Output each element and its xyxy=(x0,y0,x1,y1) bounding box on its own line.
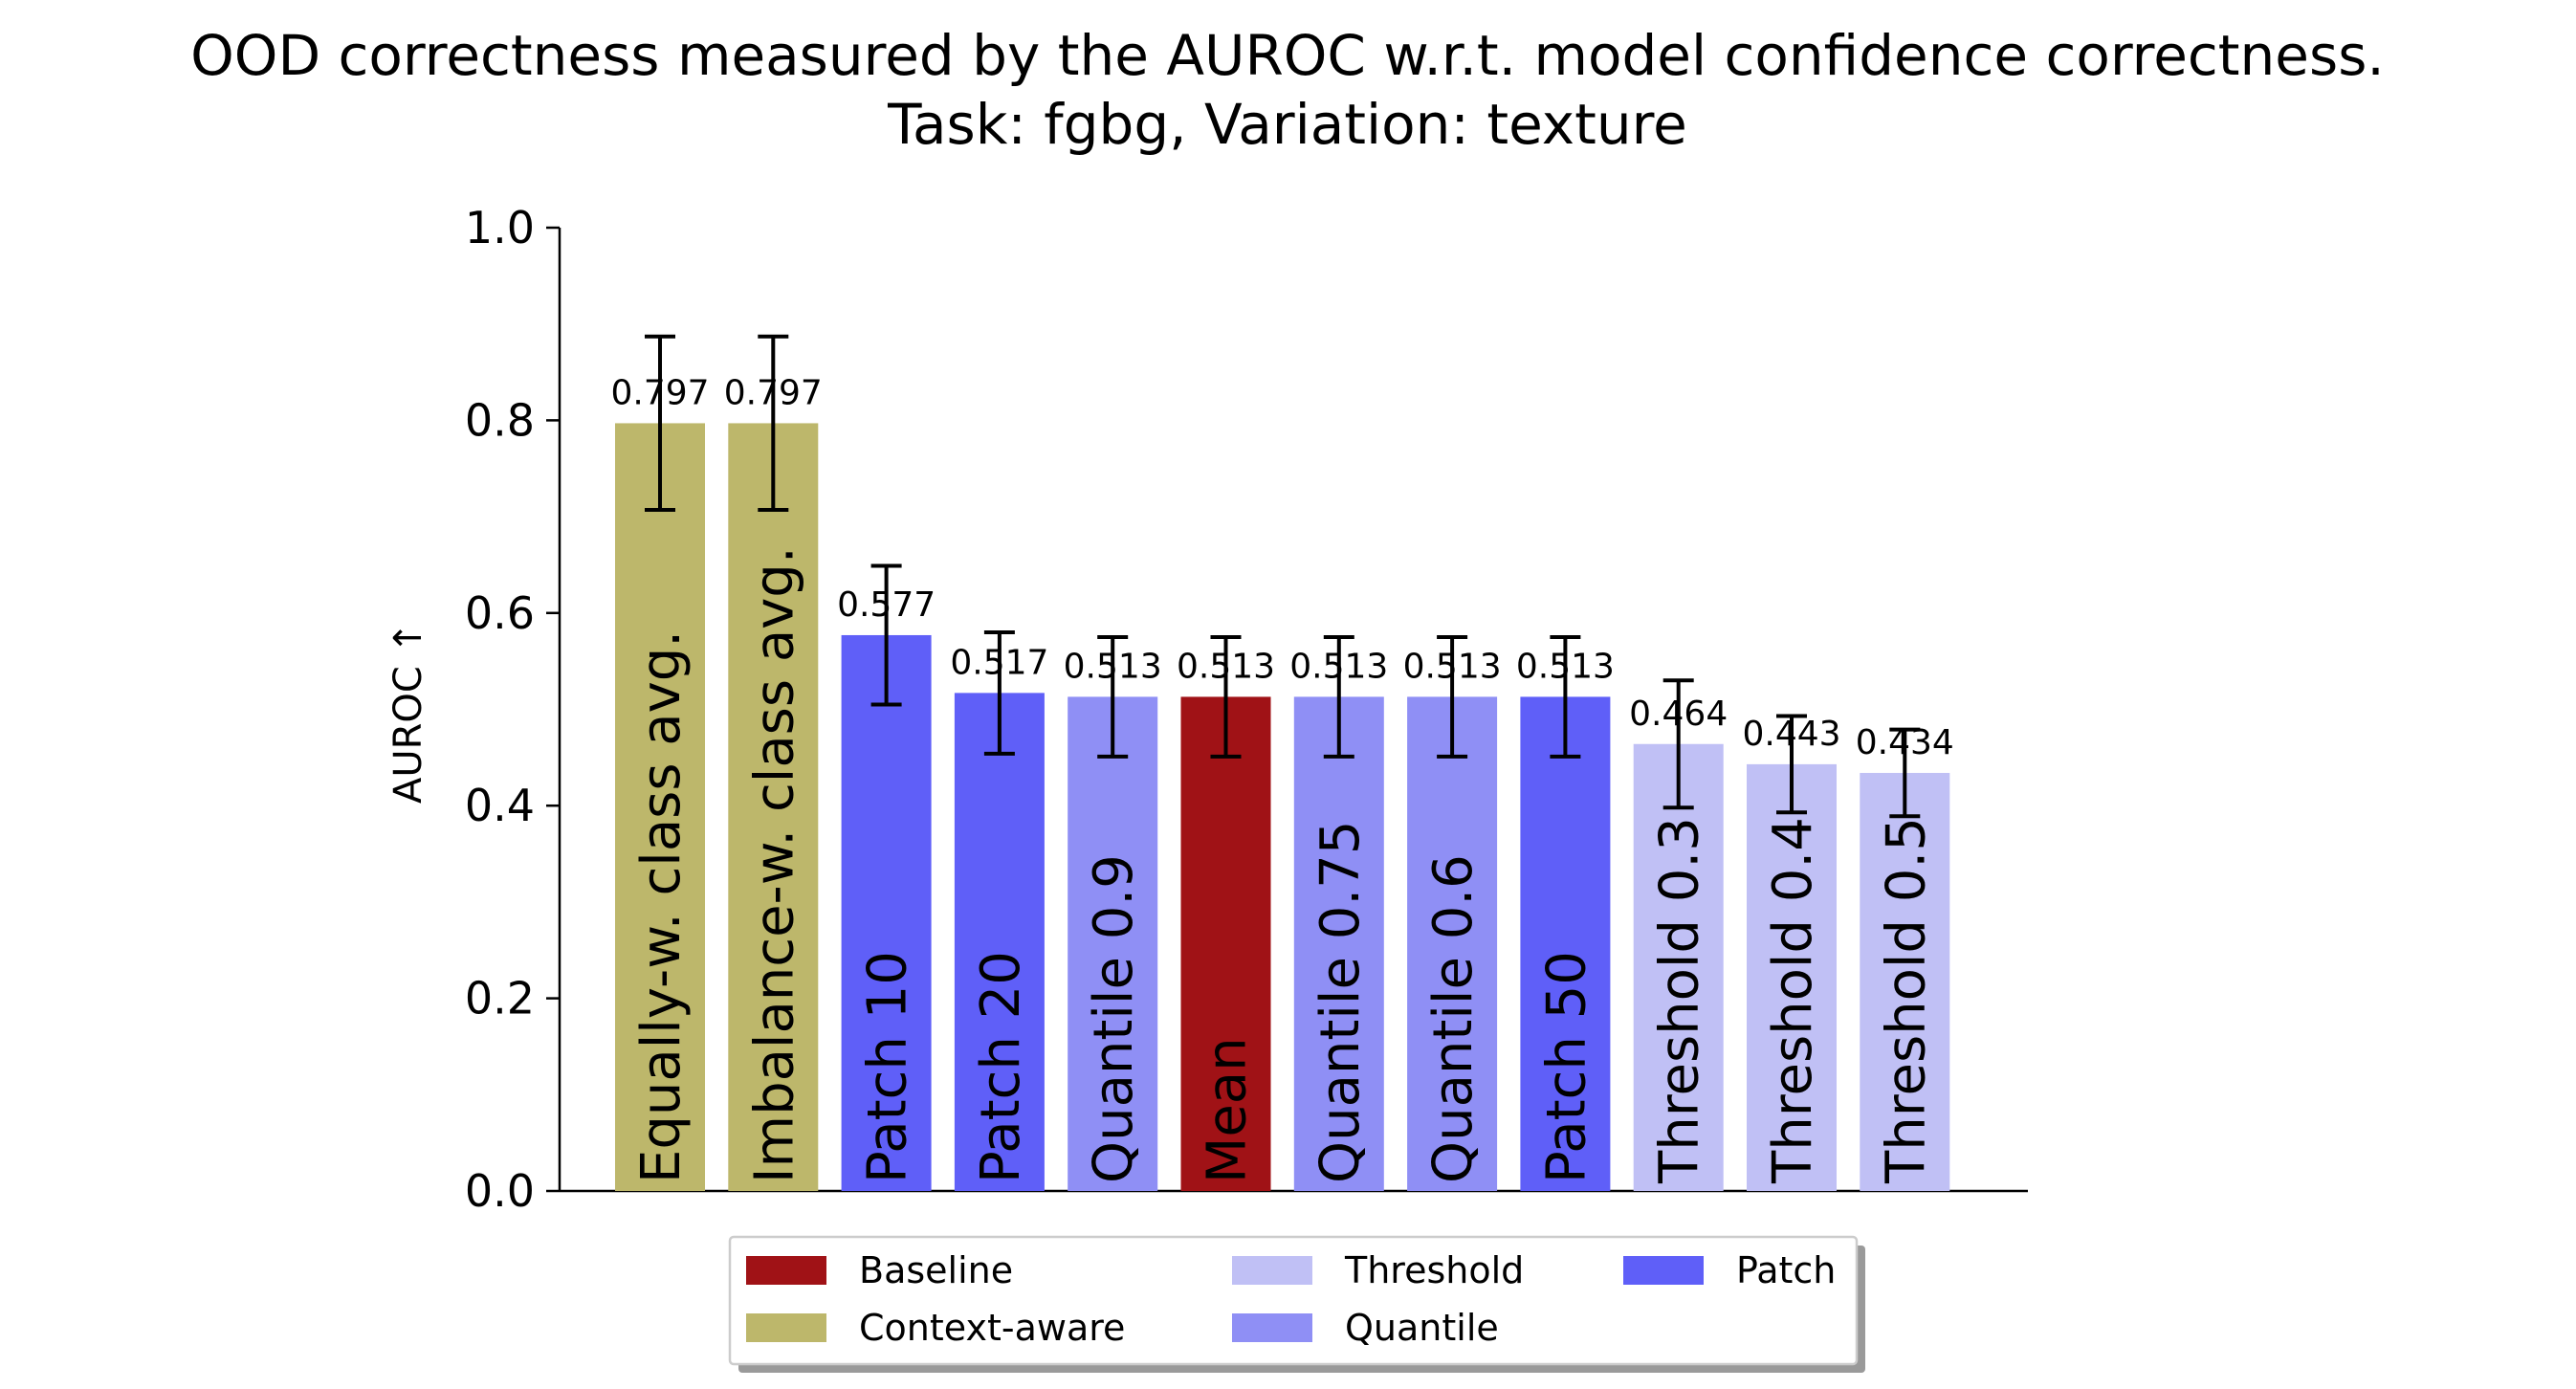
y-tick-label: 1.0 xyxy=(465,202,535,254)
bar xyxy=(1180,696,1271,1191)
bar-category-label: Patch 10 xyxy=(857,951,919,1183)
bar xyxy=(1860,772,1950,1191)
legend: Baseline Context-aware Threshold Quantile Pa… xyxy=(728,1235,1865,1373)
bar-category-label: Mean xyxy=(1197,1037,1259,1183)
y-tick-label: 0.2 xyxy=(465,973,535,1025)
chart-title: OOD correctness measured by the AUROC w.… xyxy=(190,23,2385,88)
legend-entry-label: Patch xyxy=(1736,1249,1836,1291)
bar-category-label: Threshold 0.3 xyxy=(1649,817,1711,1184)
y-tick-label: 0.4 xyxy=(465,780,535,831)
legend-entry-label: Threshold xyxy=(1344,1249,1524,1291)
chart-subtitle: Task: fgbg, Variation: texture xyxy=(887,92,1687,157)
bar-category-label: Threshold 0.4 xyxy=(1762,817,1824,1184)
legend-entry-label: Context-aware xyxy=(859,1307,1125,1349)
bar xyxy=(728,423,819,1191)
bar-category-label: Patch 20 xyxy=(970,951,1032,1183)
bar xyxy=(1068,696,1158,1191)
y-tick-label: 0.6 xyxy=(465,587,535,639)
bar xyxy=(954,693,1045,1191)
bar-category-label: Imbalance-w. class avg. xyxy=(743,546,805,1183)
y-tick-label: 0.8 xyxy=(465,394,535,446)
legend-swatch xyxy=(746,1256,826,1285)
bar-category-label: Quantile 0.9 xyxy=(1083,854,1145,1183)
legend-swatch xyxy=(1232,1256,1312,1285)
bar xyxy=(1293,696,1384,1191)
bar-category-label: Quantile 0.6 xyxy=(1422,854,1485,1183)
bar xyxy=(1407,696,1498,1191)
bar-category-label: Equally-w. class avg. xyxy=(630,630,693,1183)
bar xyxy=(615,423,705,1191)
legend-swatch xyxy=(1623,1256,1704,1285)
y-tick-label: 0.0 xyxy=(465,1165,535,1217)
legend-swatch xyxy=(746,1313,826,1342)
bar xyxy=(841,634,932,1191)
bar xyxy=(1747,763,1837,1191)
bar xyxy=(1633,743,1724,1191)
bar xyxy=(1520,696,1611,1191)
bar-category-label: Patch 50 xyxy=(1535,951,1597,1183)
legend-entry-label: Quantile xyxy=(1345,1307,1499,1349)
legend-frame xyxy=(728,1235,1859,1366)
bar-category-label: Quantile 0.75 xyxy=(1310,821,1372,1183)
y-axis-label: AUROC ↑ xyxy=(386,622,430,804)
legend-entry-label: Baseline xyxy=(859,1249,1013,1291)
bar-category-label: Threshold 0.5 xyxy=(1875,817,1937,1184)
legend-swatch xyxy=(1232,1313,1312,1342)
